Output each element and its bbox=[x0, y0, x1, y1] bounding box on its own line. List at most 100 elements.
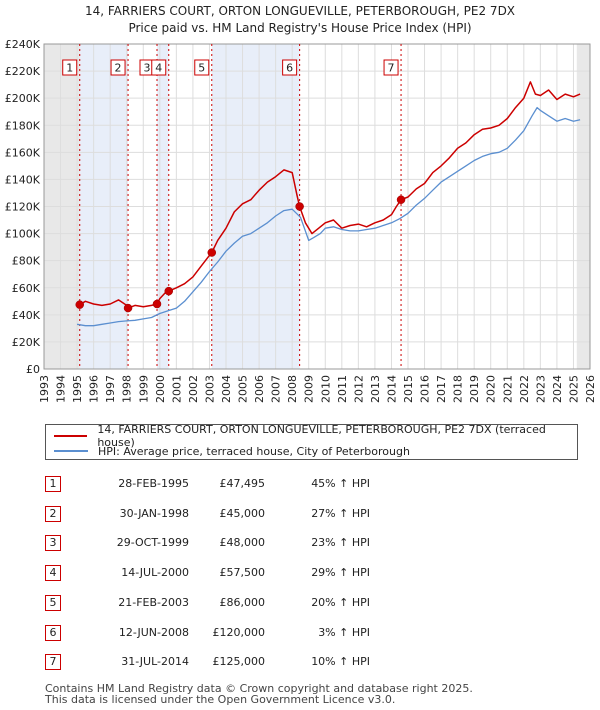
row-date: 30-JAN-1998 bbox=[119, 506, 189, 520]
table-row: 5 21-FEB-2003 £86,000 20% ↑ HPI bbox=[45, 594, 465, 611]
row-price: £45,000 bbox=[219, 506, 266, 520]
row-number: 2 bbox=[45, 505, 61, 522]
row-number: 6 bbox=[45, 624, 61, 641]
x-tick-label: 1994 bbox=[55, 375, 68, 403]
y-tick-label: £100K bbox=[5, 228, 41, 241]
row-price: £120,000 bbox=[212, 625, 266, 639]
x-tick-label: 2018 bbox=[452, 375, 465, 403]
x-tick-label: 2021 bbox=[501, 375, 514, 403]
x-tick-label: 1995 bbox=[71, 375, 84, 403]
marker-box-2 bbox=[110, 59, 126, 76]
table-row: 2 30-JAN-1998 £45,000 27% ↑ HPI bbox=[45, 505, 465, 522]
sale-point-4 bbox=[164, 286, 174, 296]
table-row: 7 31-JUL-2014 £125,000 10% ↑ HPI bbox=[45, 654, 465, 671]
row-price: £86,000 bbox=[219, 595, 266, 609]
x-tick-label: 2014 bbox=[385, 375, 398, 403]
marker-label-7: 7 bbox=[388, 62, 395, 75]
x-tick-label: 2000 bbox=[154, 375, 167, 403]
marker-box-5 bbox=[194, 59, 210, 76]
row-price: £48,000 bbox=[219, 536, 266, 550]
y-tick-label: £180K bbox=[5, 119, 41, 132]
marker-box-7 bbox=[383, 59, 399, 76]
row-price: £47,495 bbox=[219, 477, 266, 490]
x-tick-label: 2001 bbox=[170, 375, 183, 403]
x-tick-label: 2005 bbox=[237, 375, 250, 403]
x-tick-label: 2025 bbox=[567, 375, 580, 403]
row-number: 1 bbox=[45, 476, 61, 492]
marker-label-2: 2 bbox=[115, 62, 122, 75]
x-tick-label: 1996 bbox=[88, 375, 101, 403]
x-tick-label: 2011 bbox=[336, 375, 349, 403]
x-tick-label: 2013 bbox=[369, 375, 382, 403]
row-hpi-change: 29% ↑ HPI bbox=[311, 566, 370, 580]
x-tick-label: 2012 bbox=[352, 375, 365, 403]
x-tick-label: 2019 bbox=[468, 375, 481, 403]
table-row: 4 14-JUL-2000 £57,500 29% ↑ HPI bbox=[45, 565, 465, 582]
row-date: 31-JUL-2014 bbox=[121, 655, 189, 669]
marker-box-1 bbox=[62, 59, 78, 76]
y-tick-label: £220K bbox=[5, 65, 41, 78]
marker-box-4 bbox=[151, 59, 167, 76]
sale-point-2 bbox=[123, 303, 133, 313]
y-tick-label: £80K bbox=[12, 255, 41, 268]
row-price: £125,000 bbox=[212, 655, 266, 669]
plot-border bbox=[43, 43, 591, 370]
sale-point-3 bbox=[152, 299, 162, 309]
x-tick-label: 2020 bbox=[485, 375, 498, 403]
row-number: 7 bbox=[45, 654, 61, 671]
row-date: 29-OCT-1999 bbox=[116, 536, 189, 550]
x-tick-label: 1998 bbox=[121, 375, 134, 403]
x-tick-label: 2006 bbox=[253, 375, 266, 403]
chart-title: 14, FARRIERS COURT, ORTON LONGUEVILLE, P… bbox=[85, 4, 515, 18]
y-tick-label: £140K bbox=[5, 173, 41, 186]
x-tick-label: 2003 bbox=[203, 375, 216, 403]
footer: Contains HM Land Registry data © Crown c… bbox=[45, 683, 473, 705]
y-tick-label: £0 bbox=[26, 363, 40, 376]
x-tick-label: 2010 bbox=[319, 375, 332, 403]
marker-box-6 bbox=[282, 59, 298, 76]
marker-label-3: 3 bbox=[144, 62, 151, 75]
x-tick-label: 2023 bbox=[534, 375, 547, 403]
x-tick-label: 2015 bbox=[402, 375, 415, 403]
x-tick-label: 2022 bbox=[518, 375, 531, 403]
row-date: 28-FEB-1995 bbox=[118, 477, 189, 490]
sale-point-6 bbox=[295, 202, 304, 211]
y-tick-label: £200K bbox=[5, 92, 41, 105]
legend-label-property: 14, FARRIERS COURT, ORTON LONGUEVILLE, P… bbox=[97, 423, 546, 449]
row-hpi-change: 45% ↑ HPI bbox=[311, 477, 370, 490]
table-row: 3 29-OCT-1999 £48,000 23% ↑ HPI bbox=[45, 535, 465, 552]
x-tick-label: 2024 bbox=[551, 375, 564, 403]
row-hpi-change: 10% ↑ HPI bbox=[311, 655, 370, 669]
row-number: 4 bbox=[45, 565, 61, 582]
sale-point-5 bbox=[207, 248, 217, 257]
row-number: 5 bbox=[45, 594, 61, 611]
table-row: 1 28-FEB-1995 £47,495 45% ↑ HPI bbox=[45, 476, 465, 492]
marker-label-6: 6 bbox=[286, 62, 293, 75]
legend-swatch-red bbox=[54, 435, 88, 437]
x-tick-label: 2009 bbox=[303, 375, 316, 403]
marker-label-4: 4 bbox=[155, 62, 162, 75]
x-tick-label: 2017 bbox=[435, 375, 448, 403]
x-tick-label: 2002 bbox=[187, 375, 200, 403]
table-row: 6 12-JUN-2008 £120,000 3% ↑ HPI bbox=[45, 624, 465, 641]
x-tick-label: 2026 bbox=[584, 375, 597, 403]
sale-point-1 bbox=[75, 300, 84, 309]
y-tick-label: £120K bbox=[5, 201, 41, 214]
row-hpi-change: 27% ↑ HPI bbox=[311, 506, 370, 520]
x-tick-label: 1997 bbox=[104, 375, 117, 403]
y-tick-label: £160K bbox=[5, 146, 41, 159]
y-tick-label: £40K bbox=[12, 309, 41, 322]
x-tick-label: 2007 bbox=[270, 375, 283, 403]
x-tick-label: 2004 bbox=[220, 375, 233, 403]
row-number: 3 bbox=[45, 535, 61, 552]
y-tick-label: £240K bbox=[5, 38, 41, 51]
legend-item-hpi: HPI: Average price, terraced house, City… bbox=[54, 443, 410, 459]
legend: 14, FARRIERS COURT, ORTON LONGUEVILLE, P… bbox=[45, 423, 578, 460]
footer-licence: This data is licensed under the Open Gov… bbox=[45, 693, 396, 706]
row-date: 14-JUL-2000 bbox=[121, 566, 189, 580]
row-hpi-change: 20% ↑ HPI bbox=[311, 595, 370, 609]
marker-label-5: 5 bbox=[198, 62, 205, 75]
legend-swatch-blue bbox=[54, 450, 88, 452]
legend-label-hpi: HPI: Average price, terraced house, City… bbox=[98, 444, 410, 458]
row-date: 12-JUN-2008 bbox=[118, 625, 189, 639]
